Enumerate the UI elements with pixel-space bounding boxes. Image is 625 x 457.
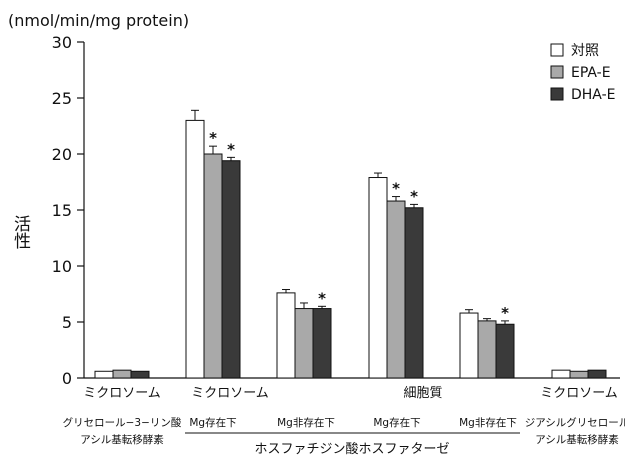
bar — [477, 320, 497, 379]
y-tick-label: 10 — [52, 257, 72, 276]
bar — [203, 153, 223, 379]
bar — [551, 369, 571, 379]
category-label: ミクロソーム — [191, 386, 269, 401]
significance-marker: * — [209, 129, 217, 147]
middle-enzyme-label: ホスファチジン酸ホスファターゼ — [254, 442, 449, 457]
bar — [276, 292, 296, 379]
condition-label: Mg非存在下 — [277, 416, 335, 429]
significance-marker: * — [227, 140, 235, 158]
condition-label: Mg存在下 — [373, 416, 420, 429]
legend-label: 対照 — [571, 43, 599, 59]
right-enzyme-line1: ジアシルグリセロール — [525, 416, 625, 429]
bar — [185, 119, 205, 379]
left-enzyme-line1: グリセロール−3−リン酸 — [63, 416, 182, 429]
y-tick-label: 30 — [52, 33, 72, 52]
bar — [221, 160, 241, 379]
bar — [495, 323, 515, 379]
legend-label: DHA-E — [571, 87, 615, 103]
unit-label: (nmol/min/mg protein) — [8, 11, 189, 30]
y-tick-label: 15 — [52, 201, 72, 220]
legend-swatch — [550, 87, 564, 101]
right-enzyme-line2: アシル基転移酵素 — [535, 433, 619, 446]
bar — [294, 308, 314, 379]
legend-swatch — [550, 65, 564, 79]
bar — [587, 369, 607, 379]
bar — [112, 369, 132, 379]
bar — [386, 200, 406, 379]
legend-swatch — [550, 43, 564, 57]
left-enzyme-line2: アシル基転移酵素 — [80, 433, 164, 446]
category-label: 細胞質 — [403, 386, 442, 401]
bar — [404, 207, 424, 379]
y-tick-label: 5 — [62, 313, 72, 332]
significance-marker: * — [318, 289, 326, 307]
bar — [569, 370, 589, 379]
significance-marker: * — [410, 187, 418, 205]
category-label: ミクロソーム — [83, 386, 161, 401]
significance-marker: * — [392, 180, 400, 198]
bar — [368, 177, 388, 379]
category-label: ミクロソーム — [540, 386, 618, 401]
bar — [130, 370, 150, 379]
y-axis-label: 活性 — [10, 215, 31, 249]
y-tick-label: 0 — [62, 369, 72, 388]
y-tick-label: 20 — [52, 145, 72, 164]
bar — [94, 370, 114, 379]
y-tick-label: 25 — [52, 89, 72, 108]
bar — [459, 312, 479, 379]
condition-label: Mg存在下 — [189, 416, 236, 429]
legend-label: EPA-E — [571, 65, 611, 81]
bar — [312, 308, 332, 379]
condition-label: Mg非存在下 — [459, 416, 517, 429]
significance-marker: * — [501, 304, 509, 322]
